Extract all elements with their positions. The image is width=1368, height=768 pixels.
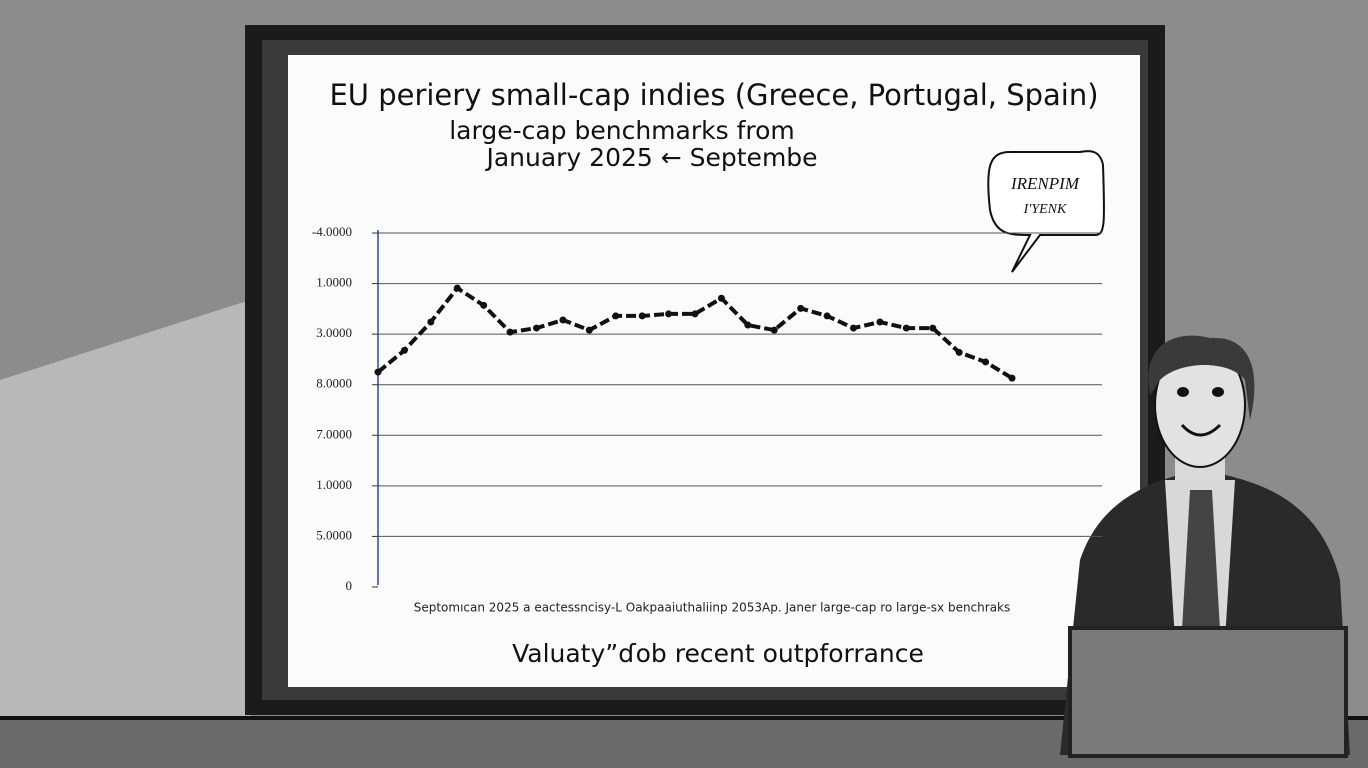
data-point	[533, 324, 540, 332]
data-point	[506, 328, 514, 336]
y-tick-label: 1.0000	[316, 477, 352, 492]
bubble-text: I'YENK	[1023, 202, 1067, 217]
mouth	[1180, 423, 1222, 437]
presenter	[1060, 335, 1350, 758]
data-point	[1008, 374, 1016, 382]
y-tick-label: -4.0000	[312, 224, 352, 239]
y-tick-label: 5.0000	[316, 527, 352, 542]
data-point	[374, 368, 382, 376]
data-point	[400, 346, 408, 354]
y-tick-label: 0	[346, 578, 353, 593]
speech-bubble	[987, 150, 1106, 273]
data-point	[717, 294, 725, 302]
data-point	[665, 310, 673, 318]
y-tick-label: 8.0000	[316, 376, 352, 391]
eye	[1177, 387, 1189, 397]
chart-subtitle: January 2025 ← Septembe	[484, 143, 817, 172]
y-tick-label: 3.0000	[316, 325, 352, 340]
data-point	[744, 321, 752, 329]
data-point	[691, 310, 699, 318]
caption: Valuaty”ɗob recent outpforrance	[512, 639, 924, 668]
data-point	[955, 348, 963, 356]
data-point	[797, 304, 805, 312]
podium	[1068, 626, 1348, 758]
light-patch	[0, 300, 250, 720]
data-point	[638, 312, 646, 320]
data-point	[823, 312, 831, 320]
data-point	[480, 301, 488, 309]
hair	[1148, 335, 1255, 420]
data-point	[929, 324, 937, 332]
data-point	[612, 312, 620, 320]
data-point	[982, 358, 990, 366]
data-point	[770, 326, 778, 334]
bubble-text: IRENPIM	[1010, 174, 1080, 193]
data-point	[427, 318, 435, 326]
y-tick-label: 7.0000	[316, 426, 352, 441]
data-point	[850, 324, 857, 332]
data-point	[559, 316, 567, 324]
data-point	[902, 324, 910, 332]
data-point	[453, 284, 461, 292]
chart-title: EU periery small-cap indies (Greece, Por…	[329, 78, 1098, 112]
tie	[1182, 490, 1220, 650]
data-point	[585, 326, 593, 334]
x-axis-label: Septomıcan 2025 a eactessncisy-L Oakpaai…	[414, 601, 1011, 615]
y-tick-label: 1.0000	[316, 275, 352, 290]
eye	[1212, 387, 1224, 397]
chart-subtitle: large-cap benchmarks from	[449, 116, 795, 145]
data-point	[876, 318, 884, 326]
